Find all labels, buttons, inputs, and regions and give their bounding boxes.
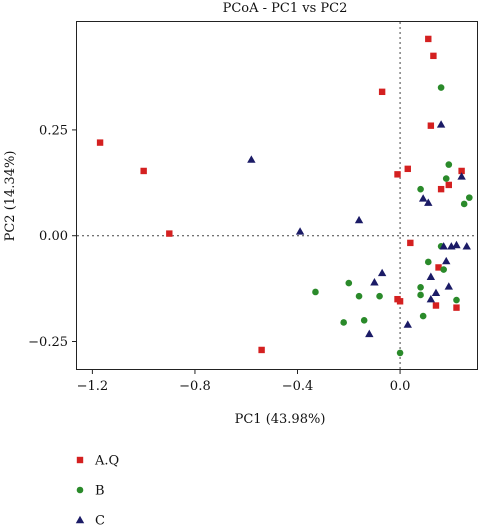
point-c: [452, 240, 461, 249]
x-tick-label: −0.8: [179, 379, 211, 394]
point-a-q: [430, 52, 437, 60]
point-b: [376, 292, 383, 300]
legend-label-c: C: [95, 514, 105, 525]
x-axis-ticks: −1.2 −0.8 −0.4 0.0: [77, 369, 411, 394]
point-c: [377, 268, 387, 277]
x-tick-label: 0.0: [390, 379, 411, 394]
point-c: [457, 172, 466, 180]
point-a-q: [96, 139, 104, 146]
point-c: [439, 242, 448, 250]
point-c: [431, 288, 441, 297]
chart-title: PCoA - PC1 vs PC2: [223, 1, 348, 16]
point-b: [396, 349, 404, 357]
point-a-q: [166, 230, 173, 237]
point-c: [426, 272, 436, 280]
point-a-q: [258, 346, 265, 354]
point-a-q: [435, 264, 442, 271]
y-tick-label: 0.00: [39, 229, 68, 244]
legend: A.Q B C: [75, 454, 119, 525]
point-a-q: [425, 35, 432, 43]
point-b: [312, 288, 319, 296]
point-a-q: [437, 185, 445, 193]
x-tick-label: −1.2: [77, 379, 109, 394]
legend-marker-a-q: [76, 456, 84, 464]
point-a-q: [407, 239, 414, 247]
x-axis-label: PC1 (43.98%): [235, 412, 326, 427]
point-b: [360, 317, 368, 324]
point-a-q: [445, 181, 452, 189]
point-c: [444, 282, 453, 290]
point-c: [436, 120, 446, 128]
point-b: [355, 292, 363, 300]
point-c: [365, 329, 374, 338]
legend-label-b: B: [95, 484, 105, 499]
point-a-q: [378, 88, 386, 96]
point-b: [424, 258, 432, 266]
data-points: [96, 35, 473, 357]
point-a-q: [140, 167, 147, 175]
point-a-q: [458, 167, 465, 175]
point-a-q: [427, 122, 435, 129]
x-tick-label: −0.4: [282, 379, 314, 394]
point-c: [442, 256, 451, 265]
point-c: [370, 278, 379, 286]
point-b: [440, 266, 447, 273]
point-b: [345, 279, 353, 287]
point-c: [295, 227, 305, 235]
y-tick-label: 0.25: [39, 123, 68, 138]
point-a-q: [394, 171, 401, 178]
point-b: [466, 194, 473, 201]
point-a-q: [453, 304, 460, 311]
point-c: [424, 198, 433, 206]
point-c: [403, 320, 412, 328]
point-a-q: [432, 302, 440, 309]
point-b: [417, 291, 424, 299]
point-c: [462, 242, 471, 250]
y-axis-label: PC2 (14.34%): [3, 151, 18, 242]
y-tick-label: −0.25: [28, 335, 68, 350]
point-b: [445, 161, 453, 168]
point-b: [417, 284, 424, 291]
point-a-q: [404, 165, 411, 173]
point-b: [417, 185, 424, 193]
point-b: [453, 296, 460, 304]
point-b: [460, 200, 468, 208]
point-c: [247, 155, 256, 163]
legend-marker-b: [76, 486, 84, 494]
y-axis-ticks: −0.25 0.00 0.25: [28, 123, 77, 350]
point-a-q: [396, 298, 404, 305]
point-c: [354, 215, 364, 224]
point-b: [437, 84, 445, 91]
legend-label-a-q: A.Q: [94, 454, 119, 469]
legend-marker-c: [75, 515, 85, 524]
point-b: [442, 175, 450, 182]
point-c: [418, 194, 428, 202]
point-b: [340, 319, 347, 326]
point-b: [419, 312, 427, 320]
point-c: [426, 294, 436, 303]
plot-frame: [76, 21, 478, 370]
